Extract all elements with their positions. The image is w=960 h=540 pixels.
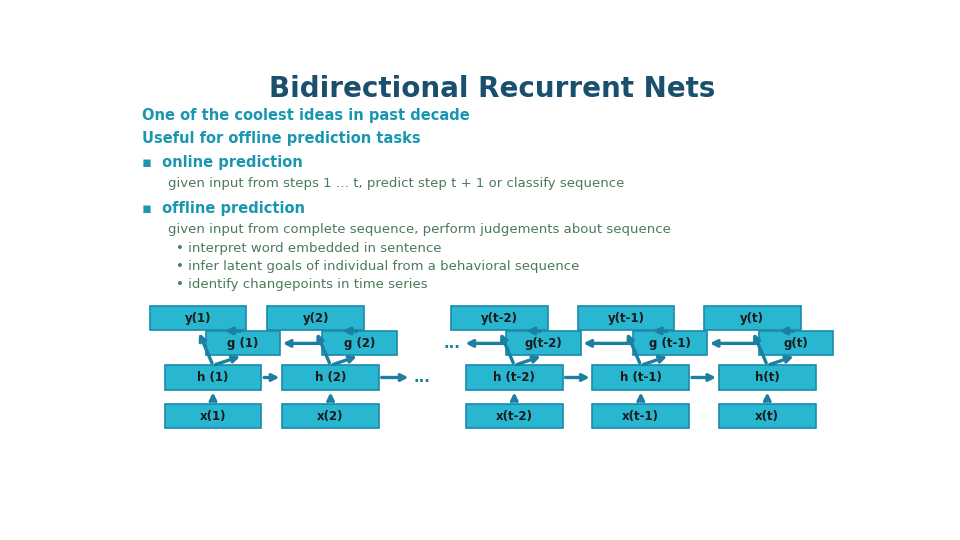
Text: g (1): g (1) xyxy=(228,337,258,350)
Text: x(t-2): x(t-2) xyxy=(495,410,533,423)
Text: • infer latent goals of individual from a behavioral sequence: • infer latent goals of individual from … xyxy=(176,260,579,273)
FancyBboxPatch shape xyxy=(633,332,707,355)
Text: y(2): y(2) xyxy=(302,312,329,325)
Text: h (1): h (1) xyxy=(198,371,228,384)
Text: g(t): g(t) xyxy=(784,337,808,350)
FancyBboxPatch shape xyxy=(282,404,379,428)
FancyBboxPatch shape xyxy=(704,306,801,330)
Text: h (t-2): h (t-2) xyxy=(493,371,536,384)
FancyBboxPatch shape xyxy=(592,404,689,428)
Text: Bidirectional Recurrent Nets: Bidirectional Recurrent Nets xyxy=(269,75,715,103)
FancyBboxPatch shape xyxy=(466,366,563,389)
FancyBboxPatch shape xyxy=(165,366,261,389)
Text: ▪  online prediction: ▪ online prediction xyxy=(142,156,303,171)
Text: y(t): y(t) xyxy=(740,312,764,325)
Text: ▪  offline prediction: ▪ offline prediction xyxy=(142,201,305,216)
FancyBboxPatch shape xyxy=(451,306,548,330)
Text: y(t-1): y(t-1) xyxy=(608,312,644,325)
Text: x(1): x(1) xyxy=(200,410,227,423)
Text: given input from complete sequence, perform judgements about sequence: given input from complete sequence, perf… xyxy=(168,223,671,236)
FancyBboxPatch shape xyxy=(592,366,689,389)
Text: Useful for offline prediction tasks: Useful for offline prediction tasks xyxy=(142,131,420,146)
Text: g(t-2): g(t-2) xyxy=(524,337,563,350)
Text: ...: ... xyxy=(443,336,460,351)
Text: h (t-1): h (t-1) xyxy=(620,371,661,384)
Text: x(t): x(t) xyxy=(756,410,780,423)
FancyBboxPatch shape xyxy=(267,306,364,330)
Text: x(t-1): x(t-1) xyxy=(622,410,660,423)
FancyBboxPatch shape xyxy=(150,306,247,330)
Text: g (t-1): g (t-1) xyxy=(649,337,691,350)
Text: y(t-2): y(t-2) xyxy=(481,312,518,325)
FancyBboxPatch shape xyxy=(282,366,379,389)
Text: ...: ... xyxy=(414,370,431,385)
FancyBboxPatch shape xyxy=(578,306,674,330)
Text: h(t): h(t) xyxy=(755,371,780,384)
Text: g (2): g (2) xyxy=(344,337,375,350)
FancyBboxPatch shape xyxy=(759,332,833,355)
Text: x(2): x(2) xyxy=(318,410,344,423)
Text: given input from steps 1 … t, predict step t + 1 or classify sequence: given input from steps 1 … t, predict st… xyxy=(168,177,625,190)
FancyBboxPatch shape xyxy=(466,404,563,428)
Text: • identify changepoints in time series: • identify changepoints in time series xyxy=(176,278,427,291)
Text: y(1): y(1) xyxy=(185,312,211,325)
FancyBboxPatch shape xyxy=(719,366,816,389)
Text: One of the coolest ideas in past decade: One of the coolest ideas in past decade xyxy=(142,109,470,124)
FancyBboxPatch shape xyxy=(205,332,280,355)
Text: • interpret word embedded in sentence: • interpret word embedded in sentence xyxy=(176,242,442,255)
FancyBboxPatch shape xyxy=(165,404,261,428)
FancyBboxPatch shape xyxy=(323,332,396,355)
FancyBboxPatch shape xyxy=(506,332,581,355)
FancyBboxPatch shape xyxy=(719,404,816,428)
Text: h (2): h (2) xyxy=(315,371,347,384)
